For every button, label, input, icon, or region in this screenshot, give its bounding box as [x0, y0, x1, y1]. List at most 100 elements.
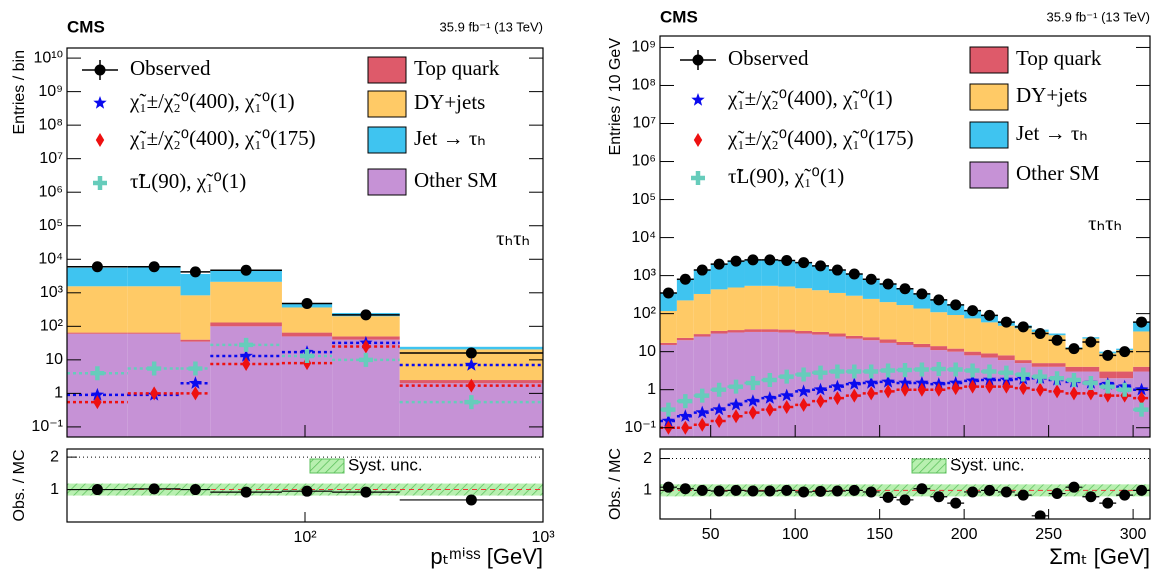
signal-marker [934, 382, 943, 397]
observed-point [1102, 349, 1114, 361]
stack-segment [896, 288, 914, 306]
stack-segment [744, 259, 762, 286]
observed-point [713, 258, 725, 270]
stack-segment [913, 294, 931, 309]
observed-point [798, 257, 810, 269]
signal-marker [999, 365, 1014, 380]
legend-marker [691, 171, 705, 185]
stack-segment [127, 286, 181, 333]
stack-segment [778, 286, 796, 330]
channel-label: τₕτₕ [1088, 211, 1122, 235]
signal-marker [985, 379, 994, 394]
signal-marker [864, 364, 879, 379]
stack-segment [1065, 371, 1083, 437]
legend-swatch [911, 458, 947, 474]
y-tick-label: 10⁵ [39, 217, 63, 234]
stack-segment [828, 333, 846, 337]
stack-segment [845, 338, 863, 437]
ratio-point [764, 485, 776, 497]
signal-marker [90, 366, 105, 381]
stack-segment [727, 261, 745, 288]
ratio-point [679, 483, 691, 495]
legend-label: χ̃₁±/χ̃₂⁰(400), χ̃₁⁰(175) [129, 126, 316, 150]
stack-segment [1014, 360, 1032, 364]
stack-segment [332, 316, 400, 337]
stack-segment [1116, 350, 1134, 372]
stack-segment [795, 330, 813, 334]
stack-segment [845, 274, 863, 296]
y-tick-label: 10⁻¹ [31, 418, 63, 435]
observed-point [815, 260, 827, 272]
signal-marker [361, 339, 371, 354]
legend-marker [94, 64, 106, 76]
stack-segment [845, 295, 863, 336]
ratio-point [983, 484, 995, 496]
legend-swatch [309, 458, 345, 474]
stack-segment [710, 264, 728, 290]
ratio-tick-label: 1 [50, 481, 59, 498]
observed-point [1051, 334, 1063, 346]
stack-segment [879, 339, 897, 343]
signal-marker [763, 391, 777, 404]
stack-segment [710, 289, 728, 331]
signal-marker [748, 405, 758, 420]
title: CMS [660, 7, 698, 26]
stack-segment [744, 329, 762, 332]
signal-marker [881, 363, 896, 378]
stack-segment [67, 286, 128, 333]
stack-segment [67, 332, 128, 334]
title: CMS [67, 17, 105, 36]
legend-label: Other SM [414, 168, 498, 192]
ratio-axis-label: Obs. / MC [11, 449, 28, 521]
y-tick-label: 10² [40, 318, 64, 335]
legend-label: Jet → τₕ [1016, 121, 1088, 145]
ratio-point [781, 484, 793, 496]
ratio-point [713, 485, 725, 497]
ratio-point [696, 484, 708, 496]
stack-segment [210, 281, 282, 323]
signal-marker [931, 362, 946, 377]
observed-point [730, 255, 742, 267]
stack-segment [981, 322, 998, 354]
stack-segment [67, 267, 128, 287]
y-tick-label: 1 [54, 385, 63, 402]
ratio-plot [660, 458, 1150, 519]
ratio-point [189, 484, 201, 496]
observed-point [1017, 321, 1029, 333]
legend-label: Observed [728, 46, 809, 70]
observed-point [679, 273, 691, 285]
observed-point [360, 309, 372, 321]
observed-point [465, 347, 477, 359]
signal-marker [93, 395, 102, 410]
stack-segment [281, 332, 333, 337]
signal-marker [678, 394, 693, 409]
ratio-point [815, 485, 827, 497]
stack-segment [1048, 366, 1066, 437]
signal-marker [1066, 372, 1081, 387]
legend-swatch [969, 161, 1009, 189]
signal-marker [833, 391, 842, 406]
signal-marker [1002, 379, 1011, 394]
legend-label: Syst. unc. [348, 455, 423, 474]
signal-marker [712, 402, 726, 416]
observed-point [865, 273, 877, 285]
signal-marker [847, 364, 862, 379]
signal-marker [467, 378, 476, 393]
signal-marker [1134, 402, 1149, 417]
x-tick-label: 50 [702, 526, 720, 543]
ratio-point [933, 491, 945, 503]
stack-segment [1014, 328, 1032, 361]
signal-marker [149, 386, 159, 401]
ratio-plot [67, 456, 543, 506]
stack-segment [964, 351, 982, 356]
signal-marker [968, 379, 977, 394]
signal-marker [695, 405, 709, 419]
observed-point [899, 283, 911, 295]
subtitle: 35.9 fb⁻¹ (13 TeV) [1047, 9, 1150, 24]
stack-segment [1065, 366, 1083, 372]
stack-segment [913, 308, 931, 344]
observed-point [848, 268, 860, 280]
y-tick-label: 10 [45, 351, 63, 368]
legend-swatch [969, 83, 1009, 111]
legend-marker [93, 176, 107, 190]
